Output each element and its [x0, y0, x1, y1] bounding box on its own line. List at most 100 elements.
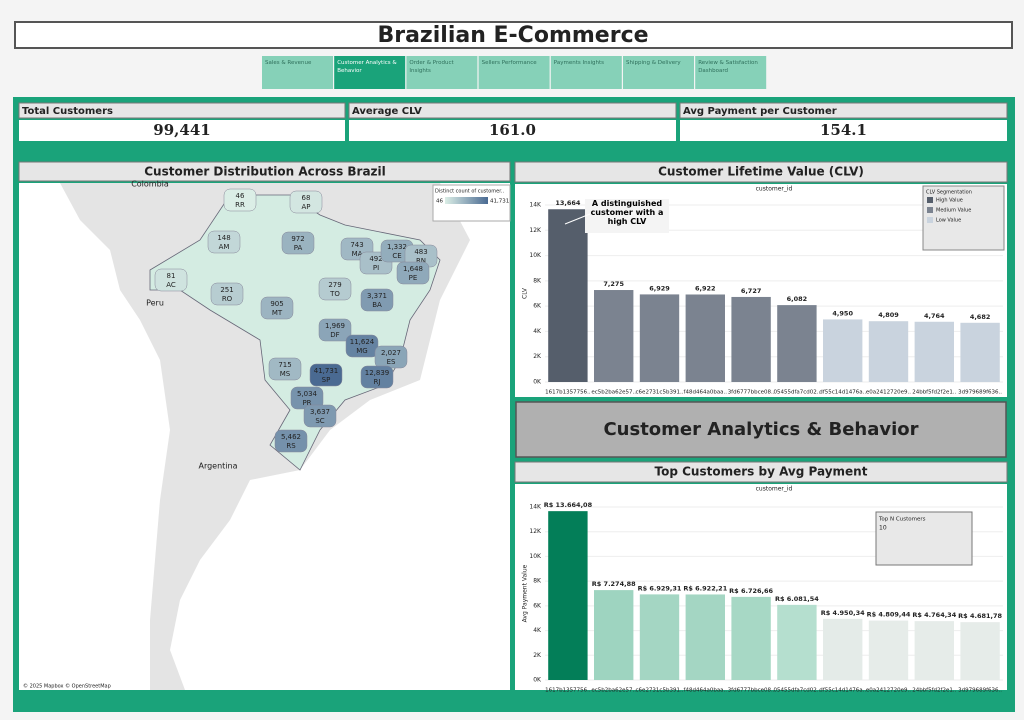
state-value: 12,839 — [365, 369, 390, 377]
x-tick-label: f48d464a0baa.. — [684, 390, 728, 396]
nav-tab-label: Customer Analytics & Behavior — [337, 60, 397, 74]
legend-swatch — [927, 197, 933, 203]
nav-tab[interactable] — [623, 56, 694, 89]
nav-tab[interactable] — [695, 56, 767, 89]
legend-label: High Value — [936, 198, 963, 204]
nav-tab-label: Sellers Performance — [481, 60, 537, 66]
legend-label: Low Value — [936, 218, 961, 224]
y-tick-label: 12K — [529, 227, 542, 234]
y-tick-label: 10K — [529, 252, 542, 259]
value-label: R$ 13.664,08 — [544, 501, 593, 509]
map-title: Customer Distribution Across Brazil — [144, 165, 386, 179]
value-label: R$ 4.950,34 — [821, 609, 865, 617]
state-code: RN — [416, 257, 426, 265]
bar — [868, 620, 909, 680]
kpi-value: 154.1 — [820, 121, 867, 139]
annotation-line — [564, 213, 591, 225]
y-tick-label: 10K — [529, 553, 542, 560]
country-label: Peru — [146, 299, 164, 308]
nav-tab[interactable] — [550, 56, 622, 89]
kpi-value: 161.0 — [489, 121, 536, 139]
legend-swatch — [927, 207, 933, 213]
state-code: AP — [301, 203, 310, 211]
nav-tab-label: Order & Product Insights — [409, 60, 454, 74]
legend-box — [922, 185, 1005, 251]
nav-tab-label-box: Sales & Revenue — [265, 60, 311, 66]
state-value: 11,624 — [350, 338, 375, 346]
value-label: 6,922 — [695, 284, 716, 292]
filter-box[interactable] — [875, 511, 973, 566]
nav-tab[interactable] — [406, 56, 478, 89]
state-code: RJ — [374, 378, 381, 386]
kpi-value-box — [19, 120, 345, 141]
map-legend-ramp — [445, 197, 488, 204]
bar — [823, 319, 863, 382]
filter-title: Top N Customers — [878, 517, 926, 523]
nav-tab[interactable] — [334, 56, 406, 89]
state-code: MA — [352, 250, 363, 258]
value-label: R$ 6.081,54 — [775, 595, 819, 603]
state-region — [207, 230, 241, 254]
y-tick-label: 6K — [533, 602, 542, 609]
state-region — [274, 429, 308, 453]
state-region — [318, 318, 352, 342]
state-value: 1,332 — [387, 243, 407, 251]
bar — [548, 511, 588, 680]
bar — [639, 594, 680, 680]
nav-tab-label: Payments Insights — [553, 60, 604, 66]
kpi-title: Avg Payment per Customer — [683, 106, 837, 117]
bar — [914, 321, 954, 382]
bar — [685, 594, 725, 680]
value-label: 6,929 — [649, 284, 670, 292]
x-axis-title: customer_id — [756, 186, 793, 193]
map-legend-title: Distinct count of customer.. — [435, 189, 504, 195]
nav-tab-label-box: Sellers Performance — [481, 60, 537, 66]
map-legend-min: 46 — [436, 199, 443, 205]
map-legend-max: 41,731 — [490, 199, 509, 205]
value-label: 4,950 — [832, 309, 853, 317]
x-tick-label: 05455dfa7cd02.. — [773, 688, 820, 694]
state-code: MT — [272, 309, 283, 317]
state-value: 2,027 — [381, 349, 401, 357]
x-tick-label: e0a2412720e9.. — [866, 390, 911, 396]
bar — [914, 621, 954, 680]
state-region — [396, 261, 430, 285]
nav-tab[interactable] — [262, 56, 333, 89]
state-code: AM — [219, 243, 230, 251]
bar — [685, 294, 725, 382]
value-label: R$ 6.726,66 — [729, 587, 773, 595]
state-value: 148 — [217, 234, 230, 242]
kpi-value-box — [680, 120, 1007, 141]
legend-title: CLV Segmentation — [926, 190, 972, 196]
y-tick-label: 4K — [533, 328, 542, 335]
state-value: 5,034 — [297, 390, 318, 398]
x-tick-label: 1617b1357756.. — [545, 390, 591, 396]
header-box — [14, 21, 1013, 49]
state-value: 46 — [236, 192, 245, 200]
x-tick-label: df55c14d1476a.. — [819, 390, 866, 396]
bar — [777, 305, 817, 382]
state-code: CE — [392, 252, 401, 260]
x-tick-label: c6e2731c5b391.. — [636, 390, 684, 396]
kpi-title-bar — [18, 102, 346, 119]
value-label: 4,764 — [924, 312, 945, 320]
y-tick-label: 12K — [529, 528, 542, 535]
y-tick-label: 14K — [529, 504, 542, 511]
state-region — [303, 404, 337, 428]
bar — [777, 604, 817, 680]
filter-value: 10 — [879, 525, 887, 532]
x-tick-label: ec5b2ba62e57.. — [591, 390, 636, 396]
y-tick-label: 8K — [533, 578, 542, 585]
value-label: R$ 4.764,34 — [912, 611, 956, 619]
y-tick-label: 2K — [533, 652, 542, 659]
country-label: Argentina — [198, 462, 237, 471]
nav-tab-label-box: Payments Insights — [553, 60, 604, 66]
kpi-value-box — [349, 120, 676, 141]
state-code: DF — [330, 331, 339, 339]
state-value: 715 — [278, 361, 291, 369]
nav-tab[interactable] — [478, 56, 550, 89]
annotation-box: A distinguished customer with a high CLV — [591, 199, 664, 226]
bar — [594, 290, 634, 382]
value-label: R$ 6.922,21 — [683, 584, 727, 592]
